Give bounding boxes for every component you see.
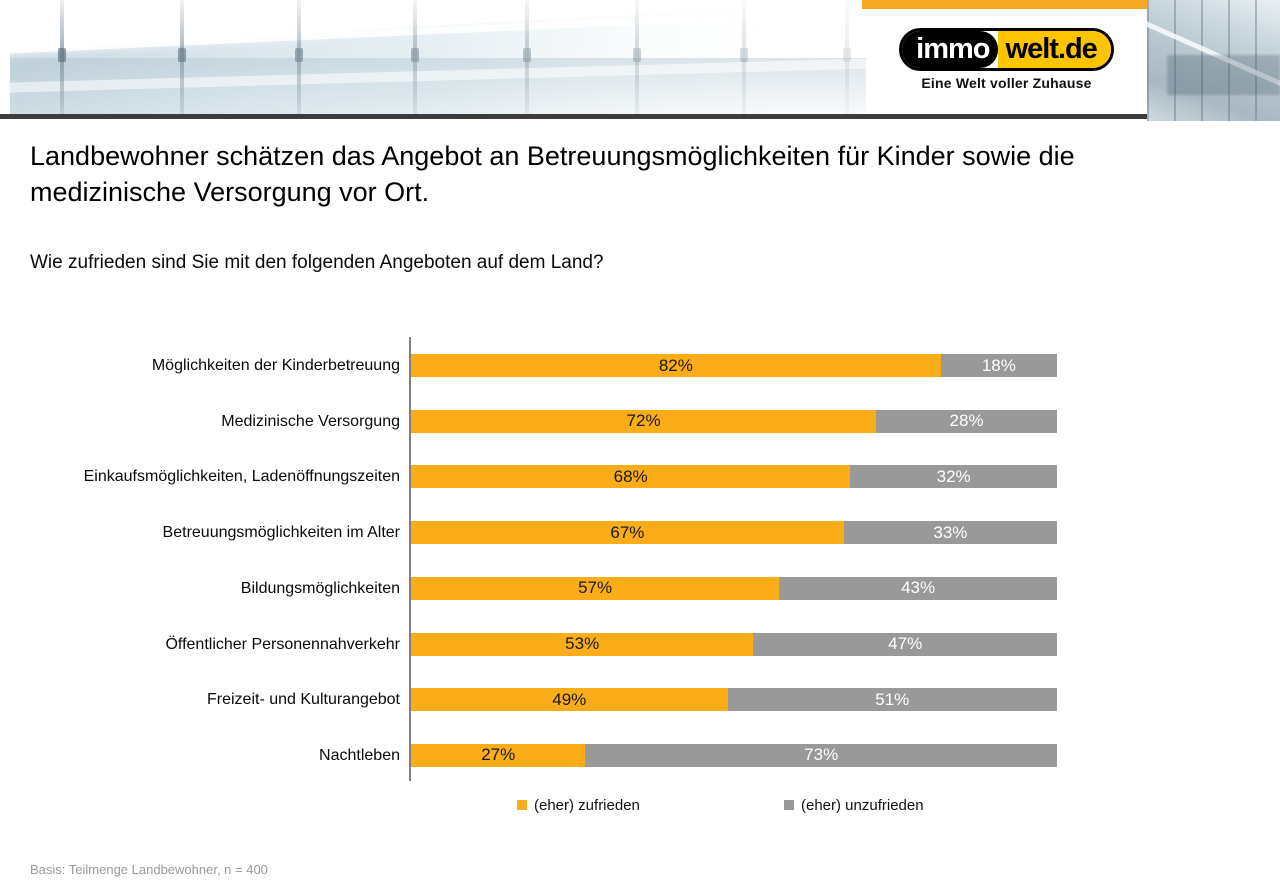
segment-unsatisfied: 18% (940, 354, 1057, 377)
yellow-accent-bar (862, 0, 1148, 9)
category-label: Öffentlicher Personennahverkehr (165, 635, 400, 653)
logo-tagline: Eine Welt voller Zuhause (921, 75, 1092, 91)
value-label: 68% (613, 466, 648, 486)
glass-post (178, 0, 186, 114)
segment-unsatisfied: 47% (753, 632, 1057, 656)
legend-swatch-satisfied (517, 800, 527, 810)
y-axis-line (409, 337, 411, 781)
stacked-bar-chart: Möglichkeiten der Kinderbetreuung 82% 18% M… (0, 337, 1280, 787)
category-label: Freizeit- und Kulturangebot (207, 691, 400, 709)
value-label: 49% (552, 689, 587, 709)
category-label: Nachtleben (319, 746, 400, 764)
header-separator-line (0, 114, 1280, 119)
glass-post (633, 0, 641, 114)
bar-strip: 57% 43% (411, 576, 1057, 600)
value-label: 57% (578, 578, 613, 598)
segment-unsatisfied: 43% (779, 576, 1057, 600)
value-label: 67% (610, 522, 645, 542)
value-label: 27% (481, 745, 516, 765)
bar-strip: 27% 73% (411, 743, 1057, 767)
value-label: 53% (565, 634, 600, 654)
header-photo-glass-facade (1147, 0, 1280, 121)
segment-satisfied: 49% (411, 688, 728, 712)
segment-unsatisfied: 28% (876, 409, 1057, 433)
bar-row: Einkaufsmöglichkeiten, Ladenöffnungszeit… (0, 465, 1280, 489)
glass-post (295, 0, 303, 114)
survey-question: Wie zufrieden sind Sie mit den folgenden… (30, 252, 604, 273)
bar-strip: 68% 32% (411, 465, 1057, 489)
title-line-2: medizinische Versorgung vor Ort. (30, 177, 430, 207)
category-label: Bildungsmöglichkeiten (240, 579, 400, 597)
segment-satisfied: 68% (411, 465, 851, 489)
segment-satisfied: 53% (411, 632, 754, 656)
value-label: 28% (949, 411, 984, 431)
glass-post (843, 0, 851, 114)
glass-post (523, 0, 531, 114)
bar-strip: 67% 33% (411, 521, 1057, 545)
segment-satisfied: 67% (411, 521, 844, 545)
basis-note: Basis: Teilmenge Landbewohner, n = 400 (30, 862, 268, 877)
logo-part-immo: immo (902, 31, 998, 68)
segment-unsatisfied: 73% (585, 743, 1057, 767)
title-line-1: Landbewohner schätzen das Angebot an Bet… (30, 141, 1075, 171)
value-label: 32% (936, 466, 971, 486)
legend-label-unsatisfied: (eher) unzufrieden (801, 796, 924, 814)
bar-strip: 49% 51% (411, 688, 1057, 712)
segment-satisfied: 57% (411, 576, 780, 600)
category-label: Möglichkeiten der Kinderbetreuung (151, 357, 400, 374)
logo-part-welt: welt.de (997, 31, 1111, 68)
bar-strip: 72% 28% (411, 409, 1057, 433)
bar-row: Möglichkeiten der Kinderbetreuung 82% 18% (0, 354, 1280, 377)
value-label: 82% (658, 355, 693, 375)
category-label: Einkaufsmöglichkeiten, Ladenöffnungszeit… (83, 468, 400, 486)
glass-post (411, 0, 419, 114)
value-label: 51% (875, 689, 910, 709)
logo-pill: immo welt.de (899, 28, 1114, 71)
value-label: 47% (888, 634, 923, 654)
segment-unsatisfied: 33% (843, 521, 1057, 545)
value-label: 43% (901, 578, 936, 598)
legend-item-unsatisfied: (eher) unzufrieden (784, 795, 924, 815)
value-label: 33% (933, 522, 968, 542)
category-label: Betreuungsmöglichkeiten im Alter (162, 524, 400, 542)
segment-unsatisfied: 51% (727, 688, 1057, 712)
segment-satisfied: 72% (411, 409, 877, 433)
value-label: 72% (626, 411, 661, 431)
glass-post (58, 0, 66, 114)
bar-strip: 53% 47% (411, 632, 1057, 656)
bar-row: Nachtleben 27% 73% (0, 743, 1280, 767)
category-label: Medizinische Versorgung (221, 412, 400, 430)
glass-post (740, 0, 748, 114)
segment-unsatisfied: 32% (850, 465, 1057, 489)
value-label: 18% (981, 355, 1016, 375)
bar-row: Medizinische Versorgung 72% 28% (0, 409, 1280, 433)
segment-satisfied: 82% (411, 354, 941, 377)
bar-row: Freizeit- und Kulturangebot 49% 51% (0, 688, 1280, 712)
legend-label-satisfied: (eher) zufrieden (534, 796, 640, 814)
segment-satisfied: 27% (411, 743, 586, 767)
legend-swatch-unsatisfied (784, 800, 794, 810)
bar-row: Öffentlicher Personennahverkehr 53% 47% (0, 632, 1280, 656)
legend-item-satisfied: (eher) zufrieden (517, 795, 640, 815)
immowelt-logo: immo welt.de Eine Welt voller Zuhause (866, 28, 1147, 94)
bar-row: Bildungsmöglichkeiten 57% 43% (0, 576, 1280, 600)
bar-row: Betreuungsmöglichkeiten im Alter 67% 33% (0, 521, 1280, 545)
glass-reflection (1167, 55, 1280, 95)
value-label: 73% (804, 745, 839, 765)
bar-strip: 82% 18% (411, 354, 1057, 377)
header-photo-glass-roof (10, 0, 866, 114)
page-title: Landbewohner schätzen das Angebot an Bet… (30, 138, 1230, 210)
